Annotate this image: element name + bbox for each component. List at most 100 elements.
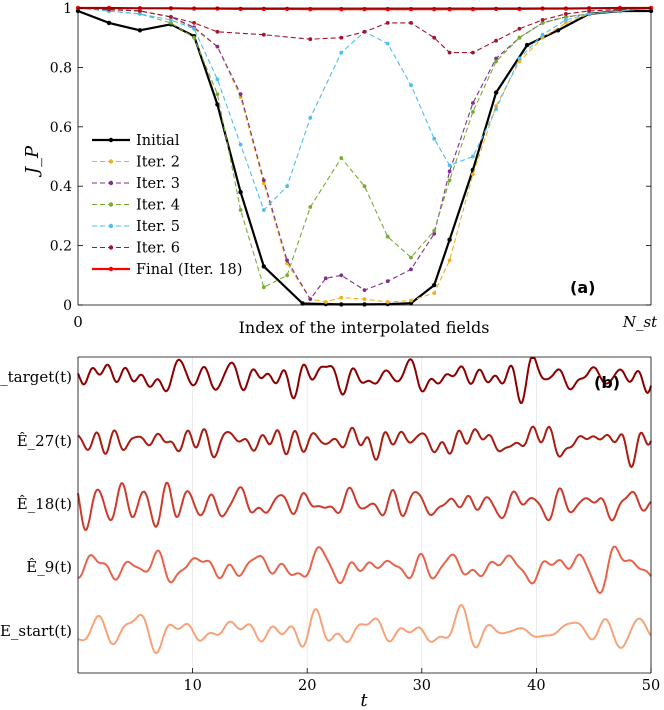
- panel-a-y-label: J_P: [22, 145, 43, 178]
- legend-label: Iter. 5: [136, 219, 180, 235]
- panel-a-point: [191, 6, 197, 11]
- panel-a-point: [261, 264, 266, 269]
- panel-b-series-label: Ê_9(t): [26, 558, 72, 576]
- panel-b-x-label: t: [360, 690, 368, 710]
- legend-marker: [108, 202, 114, 207]
- panel-a-point: [432, 228, 437, 233]
- panel-a-series-line: [78, 6, 651, 11]
- panel-a-point: [517, 6, 522, 12]
- panel-a-point: [300, 301, 305, 306]
- panel-a-point: [494, 107, 498, 111]
- panel-a-point: [587, 12, 591, 16]
- panel-b-signal-line: [77, 357, 652, 404]
- panel-a-point: [540, 35, 545, 40]
- panel-a-point: [471, 154, 475, 159]
- panel-a-y-tick-label: 0.8: [50, 60, 72, 76]
- panel-a-point: [564, 21, 568, 25]
- panel-a-point: [563, 6, 569, 11]
- panel-a-point: [323, 276, 328, 281]
- panel-a-point: [408, 301, 414, 306]
- panel-a-point: [261, 6, 266, 12]
- panel-a-point: [517, 26, 522, 31]
- panel-a-x-tick-nst: N_st: [622, 313, 658, 331]
- panel-a-point: [169, 18, 173, 22]
- panel-a-point: [409, 267, 413, 272]
- panel-a-point: [215, 29, 220, 34]
- panel-a-point: [192, 21, 197, 25]
- panel-a-point: [409, 21, 413, 25]
- panel-a-point: [540, 32, 545, 37]
- legend-label: Iter. 6: [136, 241, 180, 257]
- legend-marker: [108, 223, 114, 229]
- legend-label: Iter. 4: [136, 198, 180, 214]
- legend-marker: [108, 159, 114, 164]
- panel-a-point: [138, 12, 142, 16]
- legend-label: Final (Iter. 18): [136, 262, 242, 278]
- panel-a-point: [339, 302, 344, 307]
- panel-a-point: [362, 29, 367, 34]
- panel-a-point: [192, 26, 197, 31]
- panel-a-x-tick-nst-main: N_st: [622, 313, 658, 331]
- panel-a-point: [261, 32, 266, 37]
- panel-b-x-ticks: 10 20 30 40 50: [183, 668, 660, 694]
- panel-b: 10 20 30 40 50 E_target(t) Ê_27(t) Ê_18(t) Ê_9(…: [0, 356, 660, 710]
- panel-a-point: [261, 178, 266, 183]
- panel-a-point: [471, 110, 475, 114]
- panel-a-point: [540, 6, 545, 11]
- panel-b-tag: (b): [594, 373, 620, 392]
- panel-a-point: [339, 295, 344, 300]
- panel-b-series-label: Ê_27(t): [17, 432, 72, 450]
- panel-a-series-line: [77, 7, 652, 54]
- panel-b-signal-line: [77, 481, 652, 531]
- panel-a-point: [447, 258, 452, 263]
- panel-b-series-label: E_start(t): [0, 622, 72, 640]
- panel-a-point: [285, 184, 289, 189]
- panel-a-point: [540, 21, 545, 25]
- panel-b-signal-line: [77, 545, 652, 594]
- panel-a-point: [215, 44, 220, 49]
- panel-a-y-tick-label: 0.6: [50, 120, 72, 136]
- panel-a-point: [517, 56, 522, 61]
- panel-a-point: [517, 35, 522, 40]
- panel-a-point: [432, 231, 437, 236]
- legend-marker: [108, 137, 114, 143]
- panel-a-point: [137, 28, 143, 33]
- panel-b-series-label: Ê_18(t): [17, 495, 72, 513]
- panel-a-point: [261, 285, 266, 290]
- panel-a-point: [238, 208, 243, 212]
- panel-b-x-tick-label: 20: [298, 678, 316, 694]
- panel-a-point: [471, 172, 475, 177]
- panel-a-point: [432, 291, 437, 295]
- panel-a-point: [540, 18, 545, 22]
- panel-a-point: [494, 38, 498, 43]
- panel-a-point: [447, 237, 452, 242]
- panel-a-point: [238, 6, 243, 12]
- panel-a-point: [215, 92, 220, 96]
- panel-a-y-tick-label: 0: [63, 298, 72, 314]
- panel-a-point: [432, 136, 437, 141]
- panel-b-x-tick-label: 40: [527, 678, 545, 694]
- panel-a-point: [339, 156, 344, 160]
- panel-a-point: [339, 273, 344, 278]
- panel-a-point: [238, 92, 243, 96]
- panel-a-point: [409, 83, 413, 88]
- panel-b-signal-line: [77, 425, 652, 468]
- panel-a-point: [447, 50, 452, 55]
- panel-a-point: [362, 288, 367, 292]
- panel-a-point: [564, 18, 568, 22]
- panel-a-point: [285, 273, 289, 278]
- legend-label: Iter. 3: [136, 176, 180, 192]
- panel-b-x-tick-label: 10: [183, 678, 201, 694]
- panel-b-x-tick-label: 30: [413, 678, 431, 694]
- panel-a-series-line: [77, 7, 652, 211]
- legend-marker: [108, 266, 114, 272]
- panel-a-point: [308, 297, 313, 301]
- panel-a-point: [169, 21, 173, 25]
- panel-b-series: [77, 357, 652, 654]
- legend-label: Initial: [136, 133, 180, 149]
- legend-label: Iter. 2: [136, 155, 180, 171]
- panel-a-point: [261, 181, 266, 186]
- panel-a-point: [385, 279, 390, 284]
- panel-a-point: [564, 15, 568, 19]
